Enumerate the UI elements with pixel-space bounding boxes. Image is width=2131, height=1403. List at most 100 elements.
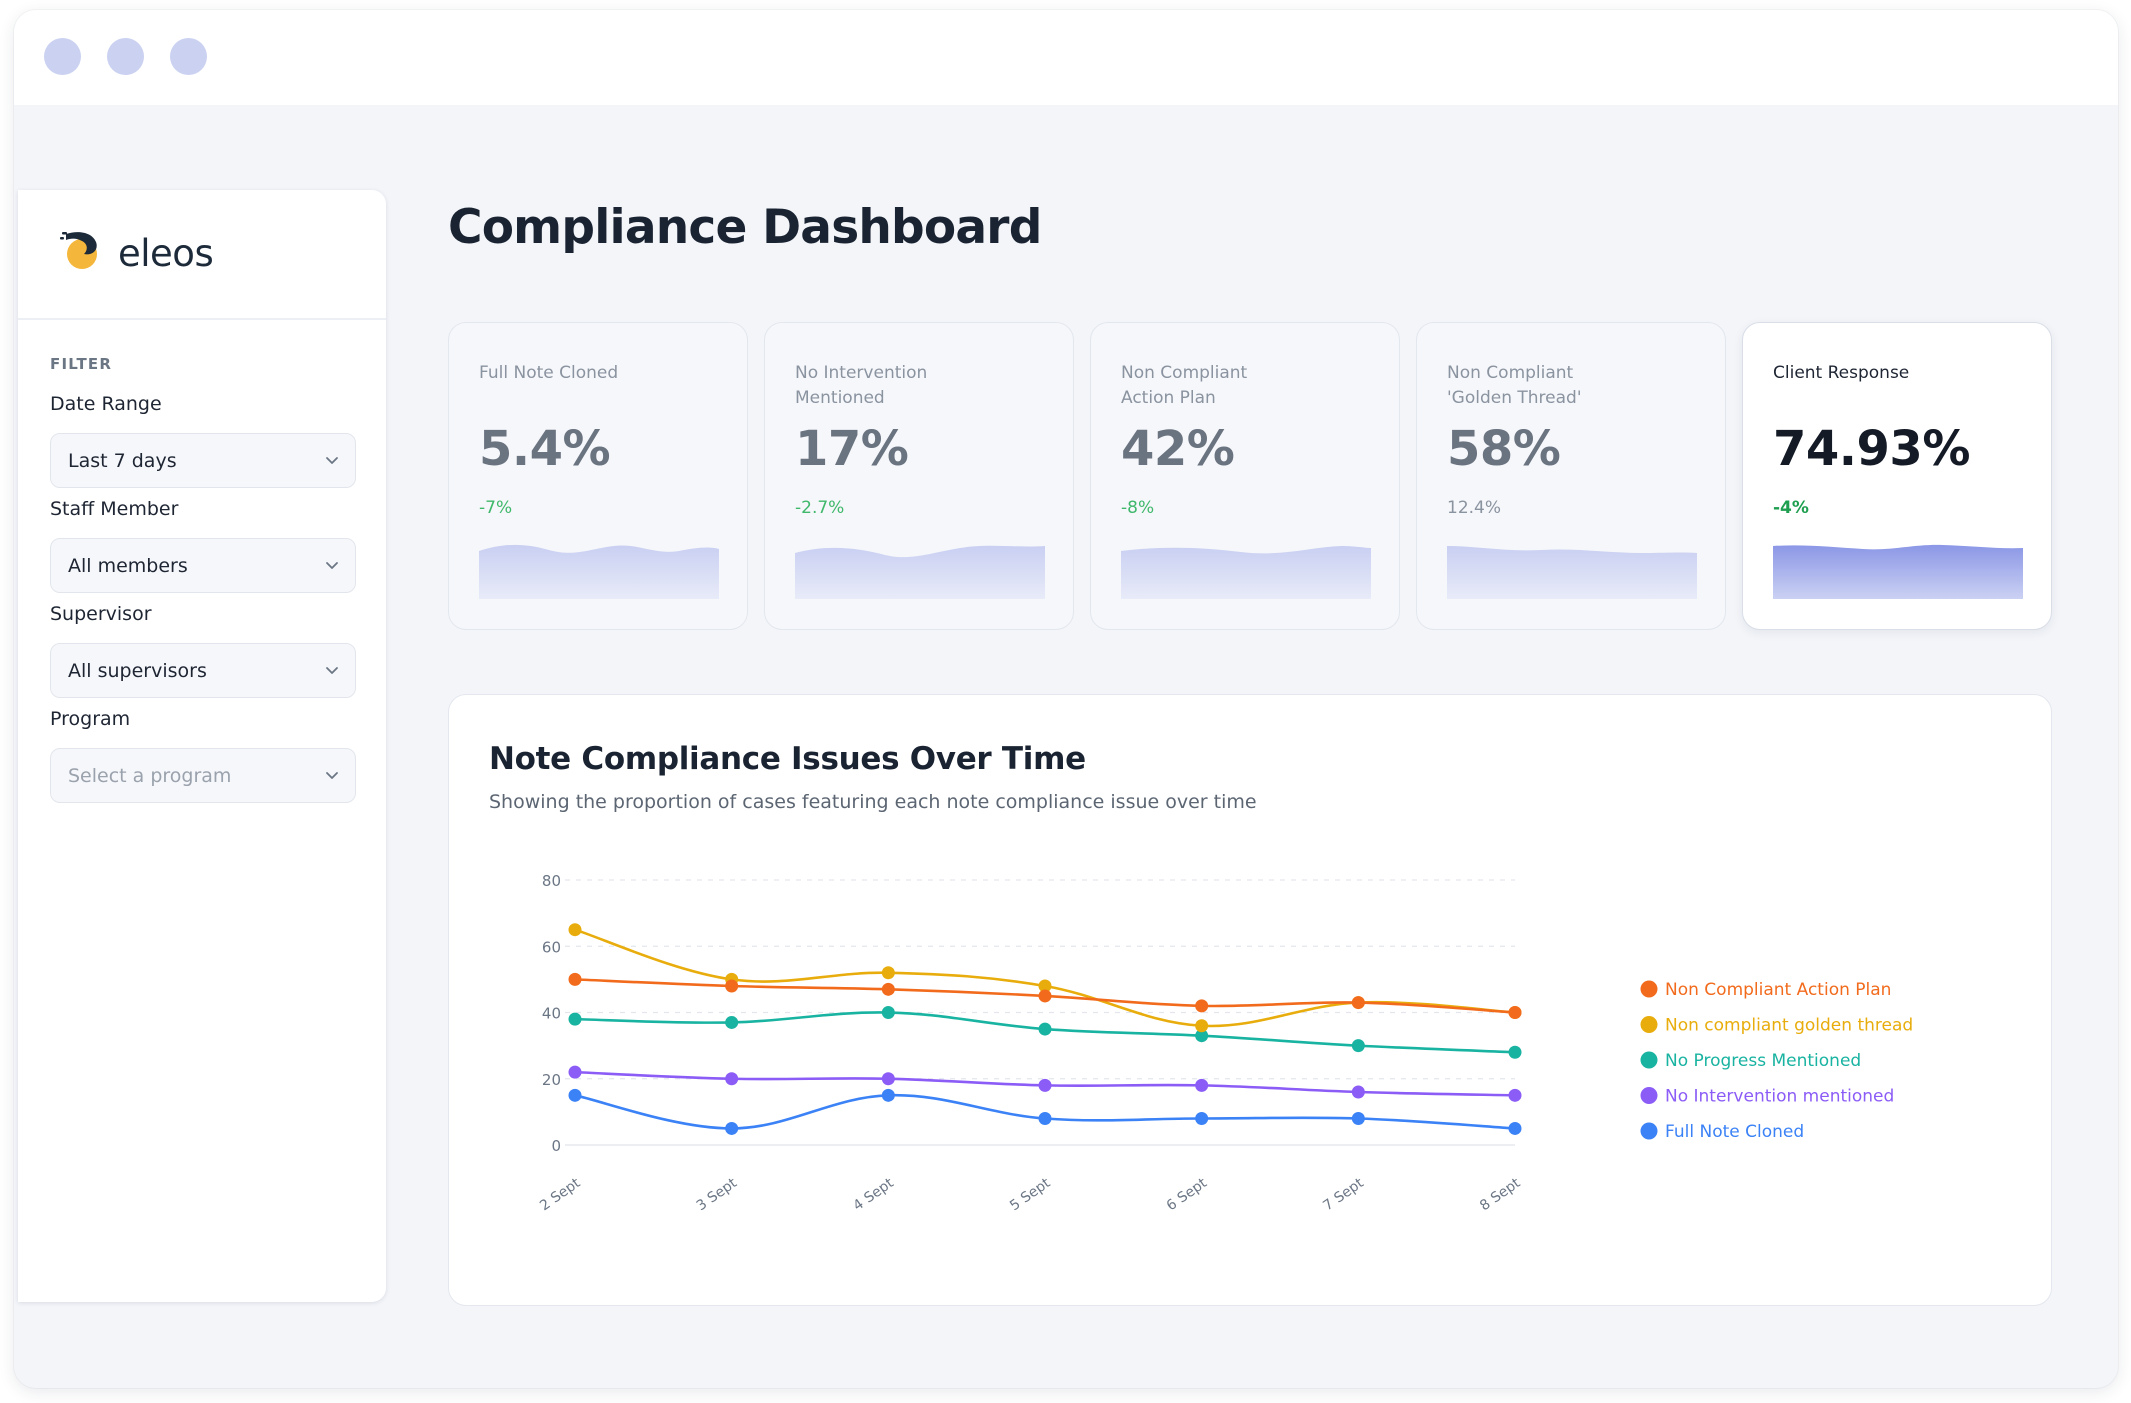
window-titlebar [14,10,2118,105]
legend-label: Non Compliant Action Plan [1665,980,1891,1000]
data-point [1351,1112,1365,1125]
data-point [1195,1029,1209,1043]
metric-label: Non Compliant 'Golden Thread' [1447,363,1582,408]
window-control-dot[interactable] [44,38,81,75]
data-point [1038,989,1052,1003]
metric-value: 58% [1447,421,1561,477]
chevron-down-icon [326,772,338,779]
metric-sparkline [1447,546,1697,599]
legend-label: Full Note Cloned [1665,1122,1804,1142]
chevron-down-icon [326,457,338,464]
data-point [568,1012,582,1026]
legend-swatch [1640,1122,1658,1140]
x-tick-label: 6 Sept [1164,1175,1211,1214]
window-control-dot[interactable] [170,38,207,75]
metric-value: 17% [795,421,909,477]
data-point [1508,1121,1522,1135]
filter-heading: FILTER [50,355,113,373]
chevron-down-icon [326,562,338,569]
chart-panel: Note Compliance Issues Over Time Showing… [448,694,2052,1306]
data-point [1351,996,1365,1010]
data-point [881,1072,895,1086]
data-point [881,1088,895,1102]
data-point [1195,1112,1209,1125]
legend-swatch [1640,1051,1658,1069]
series-line [574,928,1516,1028]
data-point [725,1015,739,1029]
legend-swatch [1640,1087,1658,1104]
data-point [1038,1078,1052,1092]
date-range-value: Last 7 days [68,450,177,472]
data-point [1038,1022,1052,1036]
chart-title: Note Compliance Issues Over Time [489,741,1086,777]
metric-label: Client Response [1773,363,1910,383]
metric-label: Non Compliant Action Plan [1121,363,1248,408]
app-window: eleos FILTER Date Range Last 7 days Staf… [14,10,2118,1388]
metric-value: 42% [1121,421,1235,477]
metric-label: Full Note Cloned [479,363,619,383]
supervisor-label: Supervisor [50,603,152,625]
data-point [725,1121,739,1135]
data-point [881,966,895,980]
metric-card-non-compliant-action-plan[interactable]: Non Compliant Action Plan 42% -8% [1090,322,1400,630]
metric-sparkline [1773,544,2023,599]
data-point [881,1006,895,1019]
data-point [1195,999,1209,1013]
legend-swatch [1640,1016,1658,1033]
line-chart: 0 20 40 60 80 2 Sept 3 Sept 4 Sept 5 Sept 6 Sept 7… [537,872,1913,1214]
metric-delta: -4% [1773,498,1809,518]
staff-member-label: Staff Member [50,498,179,520]
chevron-down-icon [326,667,338,674]
metric-delta: -2.7% [795,498,845,518]
data-point [1508,1006,1522,1019]
metric-card-golden-thread[interactable]: Non Compliant 'Golden Thread' 58% 12.4% [1416,322,1726,630]
chart-subtitle: Showing the proportion of cases featurin… [489,791,1257,813]
metric-value: 5.4% [479,421,611,477]
legend-label: Non compliant golden thread [1665,1016,1913,1036]
data-point [725,979,739,993]
metric-card-no-intervention[interactable]: No Intervention Mentioned 17% -2.7% [764,322,1074,630]
y-tick-label: 60 [542,938,561,956]
metric-delta: 12.4% [1447,498,1502,518]
y-tick-label: 40 [542,1005,561,1023]
filter-sidebar: eleos FILTER Date Range Last 7 days Staf… [18,190,386,1302]
page-title: Compliance Dashboard [448,200,1042,255]
x-tick-label: 7 Sept [1320,1175,1367,1214]
data-point [568,972,582,986]
metric-delta: -8% [1121,498,1155,518]
program-label: Program [50,708,131,730]
data-point [1038,979,1052,993]
x-tick-label: 3 Sept [694,1175,741,1214]
logo-text: eleos [118,232,214,275]
date-range-label: Date Range [50,393,162,415]
date-range-select[interactable]: Last 7 days [50,433,356,488]
x-tick-label: 2 Sept [537,1175,584,1214]
supervisor-value: All supervisors [68,660,207,682]
data-point [1508,1045,1522,1059]
supervisor-select[interactable]: All supervisors [50,643,356,698]
x-tick-label: 4 Sept [850,1175,897,1214]
eleos-logo-icon [60,232,97,269]
program-select[interactable]: Select a program [50,748,356,803]
legend-swatch [1640,980,1658,998]
data-point [1351,1039,1365,1053]
metric-sparkline [479,544,719,599]
y-tick-label: 80 [542,872,561,890]
data-point [568,1088,582,1102]
staff-member-select[interactable]: All members [50,538,356,593]
program-placeholder: Select a program [68,765,232,787]
data-point [725,1072,739,1086]
window-control-dot[interactable] [107,38,144,75]
data-point [1508,1088,1522,1102]
data-point [1038,1112,1052,1125]
metric-delta: -7% [479,498,513,518]
metric-card-client-response[interactable]: Client Response 74.93% -4% [1742,322,2052,630]
legend-label: No Intervention mentioned [1665,1087,1894,1107]
y-tick-label: 20 [542,1071,561,1089]
metric-card-full-note-cloned[interactable]: Full Note Cloned 5.4% -7% [448,322,748,630]
x-tick-label: 5 Sept [1007,1175,1054,1214]
data-point [1195,1019,1209,1033]
x-tick-label: 8 Sept [1477,1175,1524,1214]
logo-area: eleos [18,190,386,320]
metric-sparkline [1121,546,1371,599]
